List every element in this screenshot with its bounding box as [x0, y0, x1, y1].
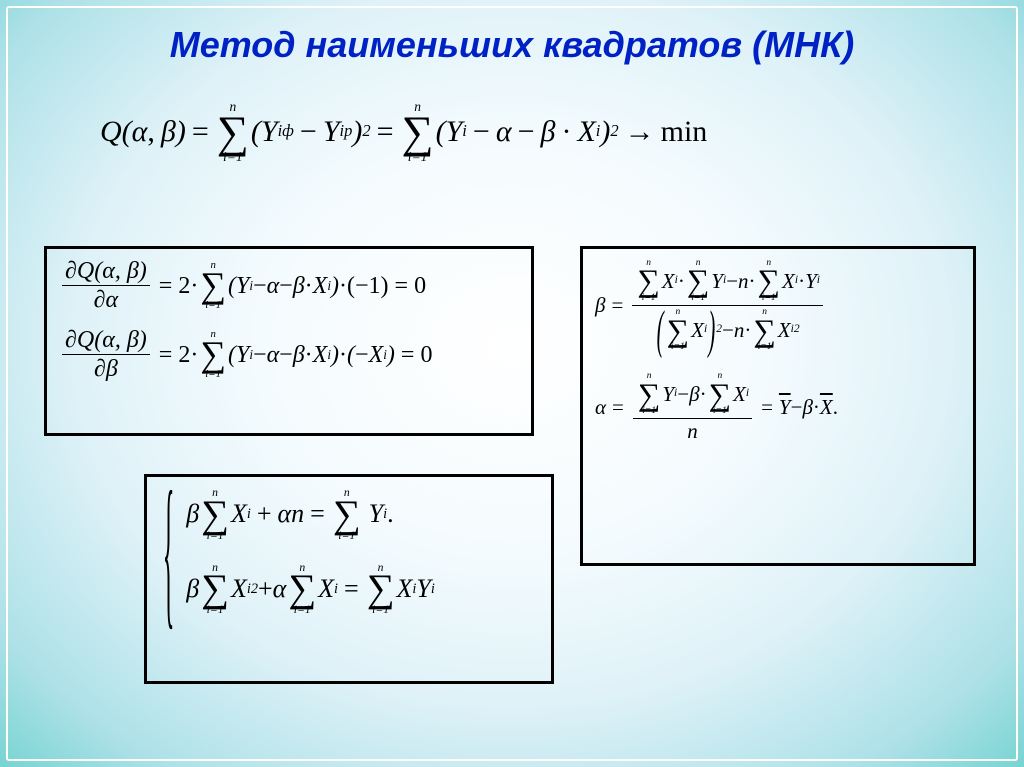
system-eq1: β n ∑ i=1 Xi + αn = n ∑ i=1 Yi. — [186, 487, 393, 542]
left-brace-icon: { — [163, 468, 175, 636]
derivatives-box: ∂Q(α,β) ∂α = 2· n ∑ i=1 (Yi −α −β·Xi)·(−… — [44, 246, 534, 436]
main-equation: Q(α,β) = n ∑ i=1 (Yiф − Yip) 2 = n ∑ i=1… — [100, 100, 964, 163]
dQ-dalpha: ∂Q(α,β) ∂α = 2· n ∑ i=1 (Yi −α −β·Xi)·(−… — [59, 259, 426, 312]
dQ-dbeta: ∂Q(α,β) ∂β = 2· n ∑ i=1 (Yi −α −β·Xi)·(−… — [59, 328, 432, 381]
beta-solution: β = n∑i=1 Xi· n∑i=1 Yi −n· n∑i=1 Xi·Yi (… — [595, 259, 826, 352]
system-box: { β n ∑ i=1 Xi + αn = n ∑ i=1 — [144, 474, 554, 684]
page-title: Метод наименьших квадратов (МНК) — [0, 24, 1024, 66]
solutions-box: β = n∑i=1 Xi· n∑i=1 Yi −n· n∑i=1 Xi·Yi (… — [580, 246, 976, 566]
alpha-solution: α = n∑i=1 Yi −β· n∑i=1 Xi n = Y −β· X. — [595, 372, 838, 442]
system-eq2: β n ∑ i=1 Xi2 + α n ∑ i=1 Xi = — [186, 562, 435, 617]
